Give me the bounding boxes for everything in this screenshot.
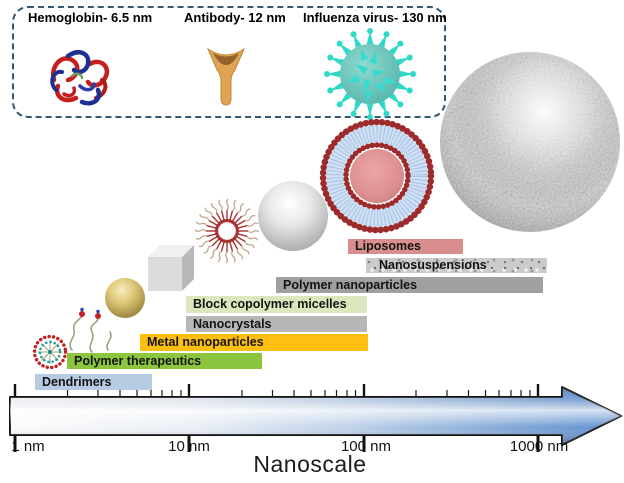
hemoglobin-icon <box>50 50 110 106</box>
bar-polymer-therapeutics: Polymer therapeutics <box>67 353 262 369</box>
tick-label-100nm: 100 nm <box>340 438 392 455</box>
bar-label: Nanosuspensions <box>379 258 487 273</box>
liposome-icon <box>319 118 435 234</box>
bar-polymer-nanoparticles: Polymer nanoparticles <box>276 277 543 293</box>
bar-label: Liposomes <box>355 239 421 254</box>
legend-label-antibody: Antibody- 12 nm <box>184 10 286 25</box>
influenza-virus-icon <box>324 28 416 120</box>
bar-label: Polymer nanoparticles <box>283 277 418 292</box>
minor-ticks <box>66 390 531 397</box>
major-ticks-top <box>13 384 540 397</box>
legend-label-influenza: Influenza virus- 130 nm <box>303 10 447 25</box>
bar-nanosuspensions: Nanosuspensions <box>366 258 547 273</box>
bar-label: Nanocrystals <box>193 316 272 331</box>
bar-label: Block copolymer micelles <box>193 297 347 312</box>
dendrimer-icon <box>32 334 68 370</box>
gold-nanoparticle-icon <box>105 278 145 318</box>
major-ticks-bottom <box>13 435 540 452</box>
bar-label: Dendrimers <box>42 374 112 389</box>
scale-arrow <box>9 384 622 452</box>
bar-label: Metal nanoparticles <box>147 335 264 350</box>
micelle-icon <box>194 198 260 264</box>
bar-block-copolymer-micelles: Block copolymer micelles <box>186 296 367 313</box>
tick-label-1000nm: 1000 nm <box>509 438 569 455</box>
axis-title: Nanoscale <box>253 451 367 477</box>
tick-label-10nm: 10 nm <box>168 438 210 455</box>
silver-nanoparticle-icon <box>258 181 328 251</box>
bar-liposomes: Liposomes <box>348 239 463 254</box>
nanocrystal-cube-icon <box>148 245 194 291</box>
bar-metal-nanoparticles: Metal nanoparticles <box>140 334 368 351</box>
speckled-nanosphere-icon <box>440 52 620 232</box>
bar-dendrimers: Dendrimers <box>35 374 152 390</box>
legend-box <box>12 6 446 118</box>
polymer-therapeutic-icon <box>69 307 112 353</box>
bar-label: Polymer therapeutics <box>74 353 202 368</box>
antibody-icon <box>206 47 246 106</box>
legend-label-hemoglobin: Hemoglobin- 6.5 nm <box>28 10 153 25</box>
tick-label-1nm: 1 nm <box>11 438 45 455</box>
bar-nanocrystals: Nanocrystals <box>186 316 367 332</box>
